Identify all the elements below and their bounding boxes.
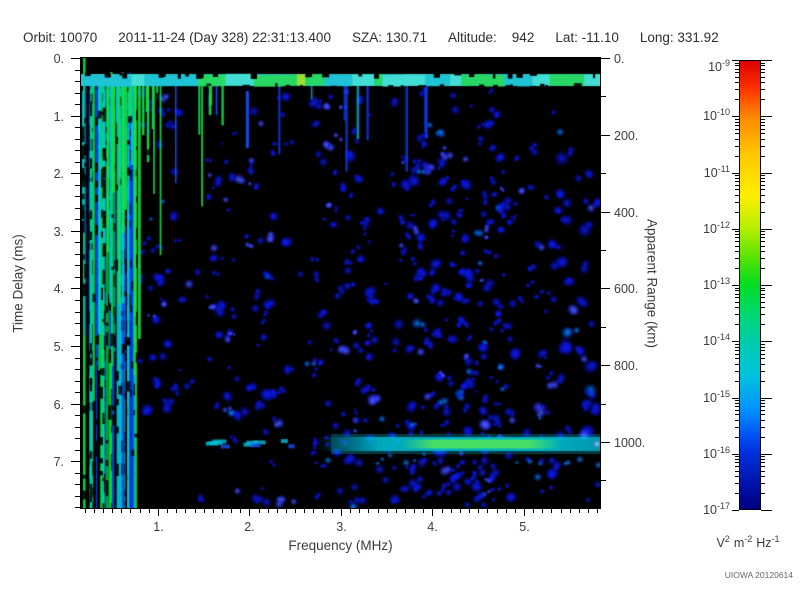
colorbar-units-label: V2 m-2 Hz-1 <box>716 534 780 551</box>
orbit-readout: Orbit: 10070 <box>23 30 98 45</box>
y-tick-label: 2. <box>54 167 64 181</box>
y2-tick-label: 400. <box>614 206 638 220</box>
y-tick-label: 4. <box>54 282 64 296</box>
colorbar-tick-label: 10-11 <box>703 163 730 180</box>
y-tick-label: 6. <box>54 398 64 412</box>
x-tick-label: 2. <box>244 520 254 534</box>
y-axis-title-apparent-range: Apparent Range (km) <box>644 218 660 349</box>
colorbar-tick-label: 10-14 <box>703 332 730 349</box>
x-tick-label: 3. <box>336 520 346 534</box>
x-axis-title-frequency: Frequency (MHz) <box>288 538 393 553</box>
colorbar-tick-label: 10-15 <box>703 388 730 405</box>
colorbar-tick-label: 10-12 <box>703 219 730 236</box>
sza-readout: SZA: 130.71 <box>351 30 428 45</box>
y-tick-label: 3. <box>54 225 64 239</box>
colorbar-tick-label: 10-16 <box>703 444 730 461</box>
y-tick-label: 1. <box>54 110 64 124</box>
x-tick-label: 1. <box>153 520 163 534</box>
colorbar-tick-label: 10-10 <box>703 107 730 124</box>
x-tick-label: 5. <box>519 520 529 534</box>
y2-tick-label: 1000. <box>614 436 645 450</box>
altitude-readout: Altitude: 942 <box>448 30 535 45</box>
y-tick-label: 0. <box>54 52 64 66</box>
colorbar <box>739 60 761 510</box>
uiowa-stamp: UIOWA 20120614 <box>724 570 793 580</box>
datetime-readout: 2011-11-24 (Day 328) 22:31:13.400 <box>118 30 331 45</box>
y2-tick-label: 0. <box>614 52 624 66</box>
longitude-readout: Long: 331.92 <box>639 30 719 45</box>
colorbar-tick-label: 10-17 <box>703 501 730 518</box>
latitude-readout: Lat: -11.10 <box>555 30 619 45</box>
y2-tick-label: 200. <box>614 129 638 143</box>
x-tick-label: 4. <box>427 520 437 534</box>
colorbar-tick-label: 10-9 <box>708 58 730 75</box>
y-tick-label: 7. <box>54 455 64 469</box>
spectrogram-canvas <box>81 58 600 508</box>
colorbar-tick-label: 10-13 <box>703 276 730 293</box>
y-axis-title-time-delay: Time Delay (ms) <box>10 234 26 333</box>
header-readouts: Orbit: 10070 2011-11-24 (Day 328) 22:31:… <box>23 30 793 45</box>
y2-tick-label: 800. <box>614 359 638 373</box>
y-tick-label: 5. <box>54 340 64 354</box>
y2-tick-label: 600. <box>614 282 638 296</box>
